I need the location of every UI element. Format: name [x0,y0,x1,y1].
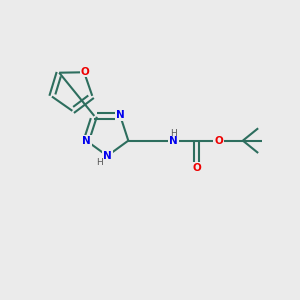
Text: O: O [80,67,89,77]
Text: H: H [170,129,177,138]
Text: H: H [96,158,102,167]
Text: N: N [103,151,112,161]
Text: O: O [214,136,223,146]
Text: N: N [82,136,91,146]
Text: N: N [169,136,178,146]
Text: N: N [103,151,112,161]
Text: N: N [116,110,125,120]
Text: O: O [192,163,201,173]
